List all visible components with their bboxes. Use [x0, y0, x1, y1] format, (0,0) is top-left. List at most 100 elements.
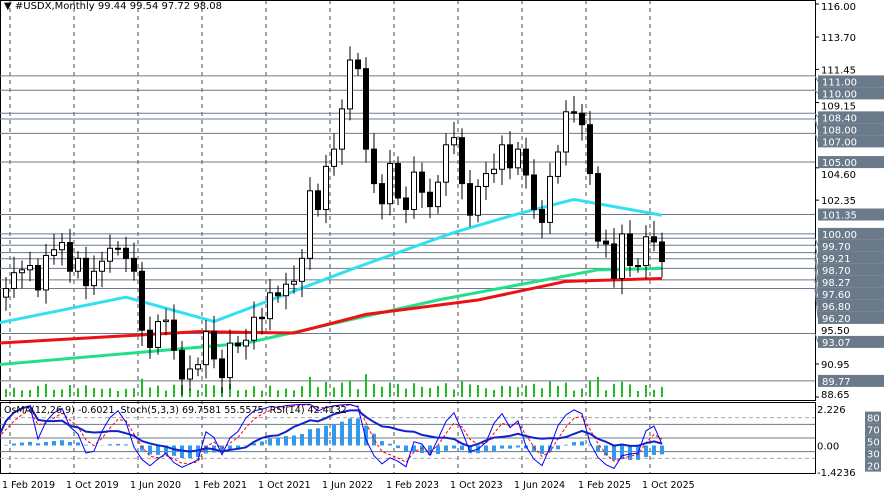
- candle: [107, 247, 113, 262]
- x-tick-label: 1 Oct 2019: [66, 480, 119, 491]
- indicator-scale-label: 0.00: [817, 441, 839, 452]
- candle: [491, 168, 497, 175]
- price-level-tag: [818, 87, 884, 100]
- y-tick-label: 90.95: [821, 360, 850, 371]
- price-level-label: 107.00: [822, 137, 857, 148]
- indicator-level-tag: [865, 435, 881, 448]
- indicator-scale-label: 80: [867, 414, 880, 425]
- candle: [235, 342, 241, 347]
- price-level-label: 89.77: [822, 377, 851, 388]
- price-level-connector: [814, 258, 819, 282]
- candle: [123, 247, 129, 259]
- candle: [275, 292, 281, 297]
- candle: [563, 111, 569, 153]
- candle: [595, 173, 601, 242]
- candle: [91, 270, 97, 287]
- candle: [379, 183, 385, 205]
- candle: [483, 173, 489, 187]
- price-level-label: 97.60: [822, 290, 851, 301]
- price-level-connector: [814, 238, 819, 247]
- x-tick-label: 1 Jun 2024: [514, 480, 565, 491]
- indicator-scale-label: 30: [867, 450, 880, 461]
- candle: [587, 124, 593, 175]
- price-level-connector: [814, 133, 819, 142]
- price-level-connector: [814, 333, 819, 343]
- rsi-line: [0, 404, 663, 453]
- price-level-tag: [818, 287, 884, 300]
- ohlc-values: 99.44 99.54 97.72 98.08: [97, 1, 222, 12]
- candle: [171, 319, 177, 351]
- x-tick-label: 1 Oct 2021: [258, 480, 311, 491]
- candle: [571, 111, 577, 114]
- y-tick-label: 88.65: [821, 390, 850, 401]
- price-level-tag: [818, 311, 884, 324]
- y-tick-label: 95.50: [821, 326, 850, 337]
- candle: [0, 296, 1, 304]
- candle: [83, 257, 89, 287]
- candle: [139, 270, 145, 331]
- x-tick-label: 1 Oct 2023: [450, 480, 503, 491]
- x-tick-label: 1 Feb 2023: [386, 480, 439, 491]
- price-level-tag: [818, 227, 884, 240]
- indicator-scale-label: 70: [867, 426, 880, 437]
- candle: [251, 316, 257, 341]
- price-level-connector: [814, 118, 819, 130]
- candle: [579, 112, 585, 126]
- candle: [27, 265, 33, 271]
- candle: [435, 181, 441, 208]
- price-level-connector: [814, 112, 819, 118]
- osma-label: OsMA(12,26,9) -0.6021: [4, 405, 115, 416]
- candle: [331, 148, 337, 167]
- price-level-connector: [814, 252, 819, 270]
- price-level-label: 101.35: [822, 211, 857, 222]
- indicator-level-tag: [865, 459, 881, 472]
- price-level-tag: [818, 251, 884, 264]
- candle: [67, 242, 73, 272]
- y-tick-label: 104.60: [821, 170, 856, 181]
- price-level-tag: [818, 135, 884, 148]
- price-level-tag: [818, 75, 884, 88]
- candle: [395, 162, 401, 199]
- indicator-header: OsMA(12,26,9) -0.6021 Stoch(5,3,3) 69.75…: [4, 405, 347, 416]
- x-tick-label: 1 Oct 2025: [642, 480, 695, 491]
- x-tick-label: 1 Jun 2020: [130, 480, 181, 491]
- price-level-label: 105.00: [822, 158, 857, 169]
- candle: [75, 257, 81, 272]
- candle: [315, 190, 321, 210]
- candle: [147, 329, 153, 348]
- candle: [475, 185, 481, 216]
- chart-header: ▼ #USDX,Monthly 99.44 99.54 97.72 98.08: [4, 1, 222, 12]
- candle: [659, 241, 665, 262]
- candle: [403, 197, 409, 210]
- price-level-tag: [818, 335, 884, 348]
- y-tick-label: 111.45: [821, 65, 856, 76]
- price-level-label: 99.70: [822, 242, 851, 253]
- candle: [219, 358, 225, 379]
- candle: [371, 148, 377, 185]
- price-level-connector: [814, 279, 819, 306]
- triangle-down-icon[interactable]: ▼: [4, 1, 12, 12]
- candle: [35, 265, 41, 291]
- candle: [459, 137, 465, 185]
- price-level-label: 111.00: [822, 77, 857, 88]
- price-level-label: 100.00: [822, 230, 857, 241]
- candle: [299, 257, 305, 282]
- indicator-scale-label: 50: [867, 438, 880, 449]
- candle: [163, 319, 169, 323]
- candle: [43, 254, 49, 291]
- candle: [387, 162, 393, 205]
- candle: [467, 183, 473, 216]
- price-level-connector: [814, 89, 819, 94]
- ma_slow-line: [0, 276, 663, 345]
- candle: [627, 233, 633, 267]
- indicator-level-tag: [865, 423, 881, 436]
- y-tick-label: 116.00: [821, 2, 856, 13]
- price-level-label: 99.21: [822, 254, 851, 265]
- price-level-label: 93.07: [822, 338, 851, 349]
- candle: [443, 144, 449, 183]
- candle: [427, 191, 433, 208]
- candle: [131, 257, 137, 272]
- y-tick-label: 102.35: [821, 196, 856, 207]
- candle: [323, 165, 329, 210]
